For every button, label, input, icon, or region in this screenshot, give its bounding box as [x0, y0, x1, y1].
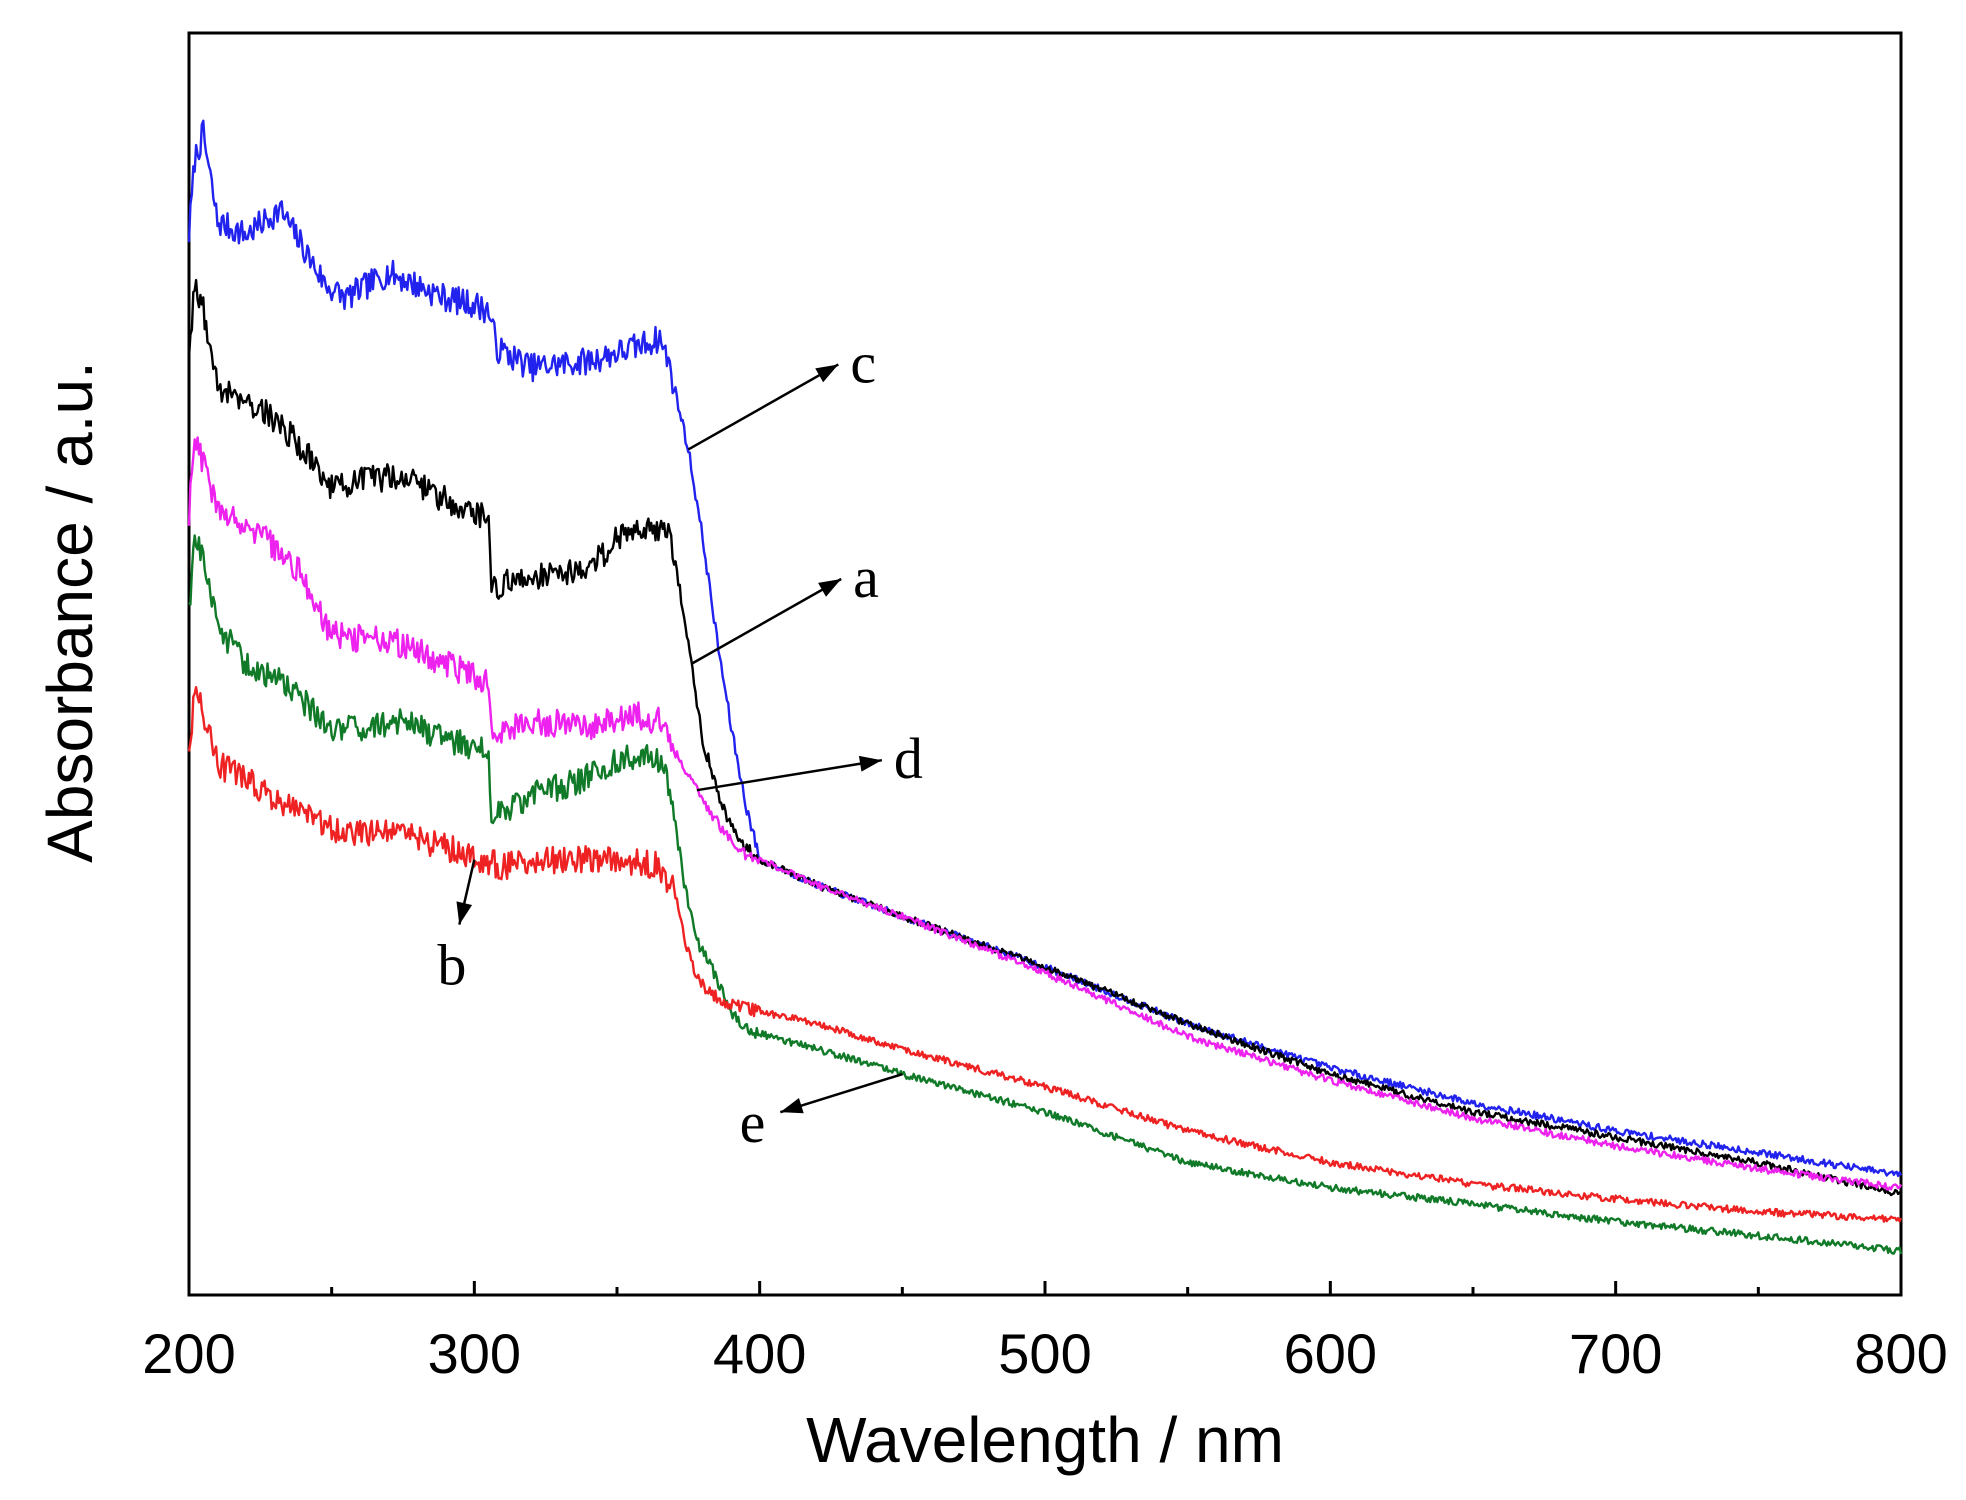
x-tick-label: 600: [1284, 1322, 1377, 1385]
x-axis-title: Wavelength / nm: [806, 1404, 1284, 1476]
x-axis-ticks: [187, 1281, 1903, 1295]
annotation-arrow-head: [780, 1097, 804, 1114]
annotations: c a d b e: [437, 330, 923, 1155]
x-tick-label: 400: [713, 1322, 806, 1385]
annotation-label-e: e: [740, 1090, 766, 1155]
annotation-label-c: c: [850, 330, 876, 395]
annotation-label-d: d: [894, 726, 923, 791]
annotation-label-a: a: [853, 545, 879, 610]
series-line-c: [187, 119, 1903, 1178]
annotation-arrow-head: [818, 579, 842, 597]
x-axis-tick-labels: 200 300 400 500 600 700 800: [142, 1322, 1947, 1385]
series-line-a: [187, 278, 1902, 1197]
annotation-label-b: b: [437, 933, 466, 998]
annotation-arrow-head: [815, 364, 839, 383]
annotation-arrow-line: [696, 758, 883, 792]
annotation-arrow-line: [690, 577, 842, 666]
annotation-arrow-line: [687, 363, 839, 451]
y-axis-title: Absorbance / a.u.: [34, 361, 106, 863]
x-tick-label: 700: [1569, 1322, 1662, 1385]
series-lines: [187, 119, 1903, 1255]
series-line-b: [187, 686, 1903, 1223]
series-line-e: [188, 534, 1903, 1255]
x-tick-label: 800: [1854, 1322, 1947, 1385]
annotation-arrow-head: [456, 901, 473, 925]
x-tick-label: 200: [142, 1322, 235, 1385]
x-tick-label: 500: [998, 1322, 1091, 1385]
series-line-d: [187, 436, 1903, 1191]
annotation-arrow-head: [858, 755, 882, 772]
x-tick-label: 300: [428, 1322, 521, 1385]
